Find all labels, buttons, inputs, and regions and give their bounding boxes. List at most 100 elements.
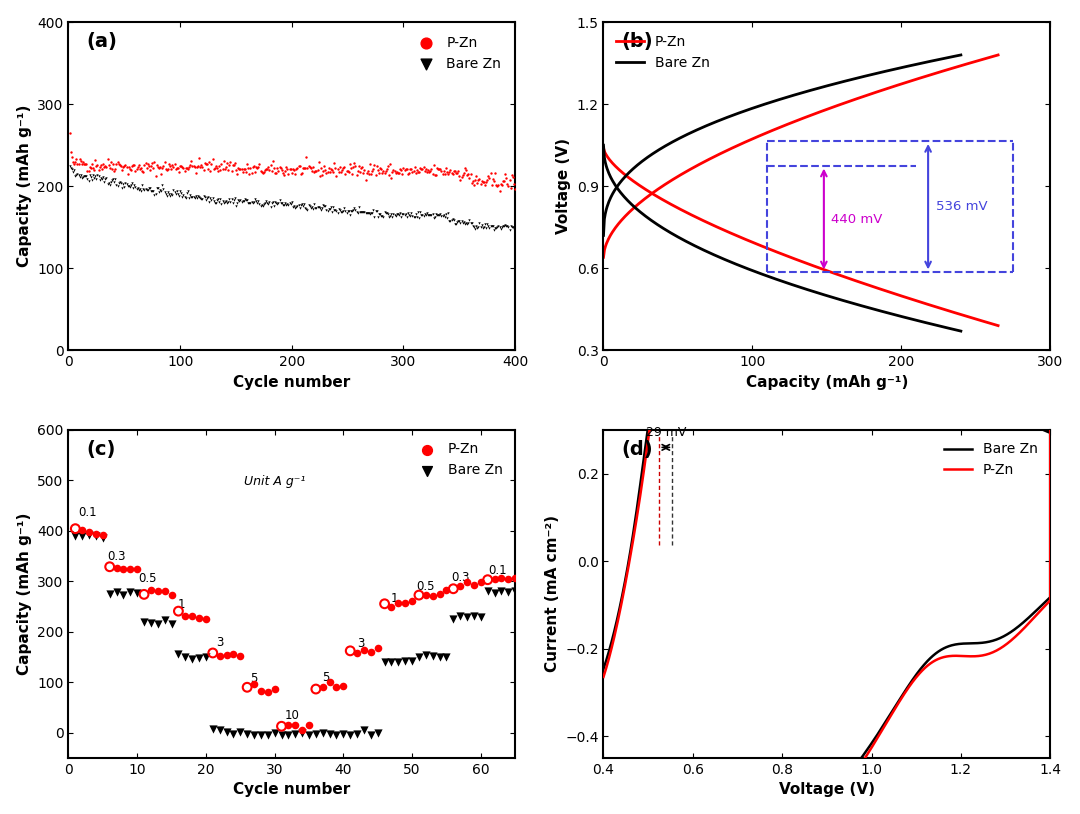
Bare Zn	[739, 106, 752, 116]
Point	[220, 159, 238, 172]
Bare Zn	[714, 116, 727, 125]
Point	[353, 205, 370, 218]
Point	[187, 166, 204, 179]
Point	[428, 208, 445, 221]
Point	[387, 167, 404, 180]
Point	[430, 162, 447, 175]
Point	[262, 159, 280, 172]
Point	[203, 158, 220, 171]
Point	[122, 179, 139, 192]
Point	[211, 160, 228, 173]
Point	[446, 164, 463, 177]
Point	[486, 222, 503, 235]
Point	[302, 161, 320, 174]
Point	[269, 162, 286, 175]
Point	[104, 173, 121, 186]
Point	[421, 164, 438, 177]
Point	[132, 163, 149, 176]
Point	[292, 199, 309, 212]
Point	[117, 158, 134, 171]
Point	[294, 726, 311, 739]
Point	[442, 215, 459, 228]
Point	[382, 601, 400, 614]
Point	[500, 573, 517, 586]
Point	[144, 156, 161, 169]
Point	[65, 155, 82, 168]
Point	[429, 208, 446, 221]
Point	[356, 174, 374, 187]
Point	[181, 188, 199, 201]
Point	[108, 158, 125, 171]
Point	[469, 221, 486, 234]
Point	[423, 168, 441, 181]
Point	[110, 177, 127, 190]
Point	[372, 162, 389, 175]
Point	[302, 201, 320, 214]
Point	[431, 208, 448, 221]
Point	[246, 193, 264, 206]
Point	[442, 164, 459, 177]
Point	[265, 195, 282, 208]
Point	[448, 167, 465, 180]
Point	[408, 211, 426, 224]
Point	[218, 196, 235, 209]
P-Zn	[876, 724, 889, 734]
Point	[73, 158, 91, 171]
Point	[126, 164, 144, 177]
Text: 0.1: 0.1	[488, 564, 508, 576]
Point	[422, 208, 440, 221]
Point	[99, 152, 117, 165]
Point	[67, 522, 84, 535]
Point	[225, 648, 242, 661]
Point	[76, 158, 93, 171]
Point	[95, 176, 112, 189]
Point	[351, 165, 368, 178]
Point	[475, 221, 492, 234]
Point	[377, 164, 394, 177]
Point	[470, 174, 487, 187]
Point	[432, 163, 449, 176]
Point	[91, 173, 108, 186]
Point	[143, 584, 160, 597]
Point	[318, 167, 335, 180]
Text: 5: 5	[251, 672, 258, 685]
Point	[86, 154, 104, 167]
Point	[458, 164, 475, 177]
Point	[189, 190, 206, 203]
Point	[149, 584, 166, 597]
Point	[204, 191, 221, 204]
Point	[505, 177, 523, 190]
Point	[157, 187, 174, 200]
Point	[198, 194, 215, 207]
Point	[461, 213, 478, 226]
Point	[79, 173, 96, 186]
Point	[287, 162, 305, 175]
Point	[163, 162, 180, 175]
Point	[119, 168, 136, 181]
Point	[319, 165, 336, 178]
Point	[436, 167, 454, 180]
Point	[100, 159, 118, 172]
Point	[362, 646, 379, 659]
Point	[102, 587, 119, 600]
Point	[285, 200, 302, 213]
Text: 0.5: 0.5	[417, 580, 435, 593]
Point	[109, 180, 126, 193]
Text: 5: 5	[323, 672, 329, 685]
Point	[258, 162, 275, 175]
Point	[87, 527, 105, 540]
Point	[473, 219, 490, 232]
Text: Unit A g⁻¹: Unit A g⁻¹	[244, 475, 306, 488]
Point	[354, 205, 372, 218]
Point	[388, 208, 405, 221]
Point	[78, 158, 95, 171]
Point	[90, 169, 107, 182]
Point	[339, 165, 356, 178]
Point	[245, 196, 262, 209]
Point	[415, 209, 432, 222]
Point	[458, 217, 475, 230]
Point	[394, 208, 411, 221]
Point	[338, 164, 355, 177]
P-Zn	[991, 50, 1004, 60]
Point	[272, 162, 289, 175]
